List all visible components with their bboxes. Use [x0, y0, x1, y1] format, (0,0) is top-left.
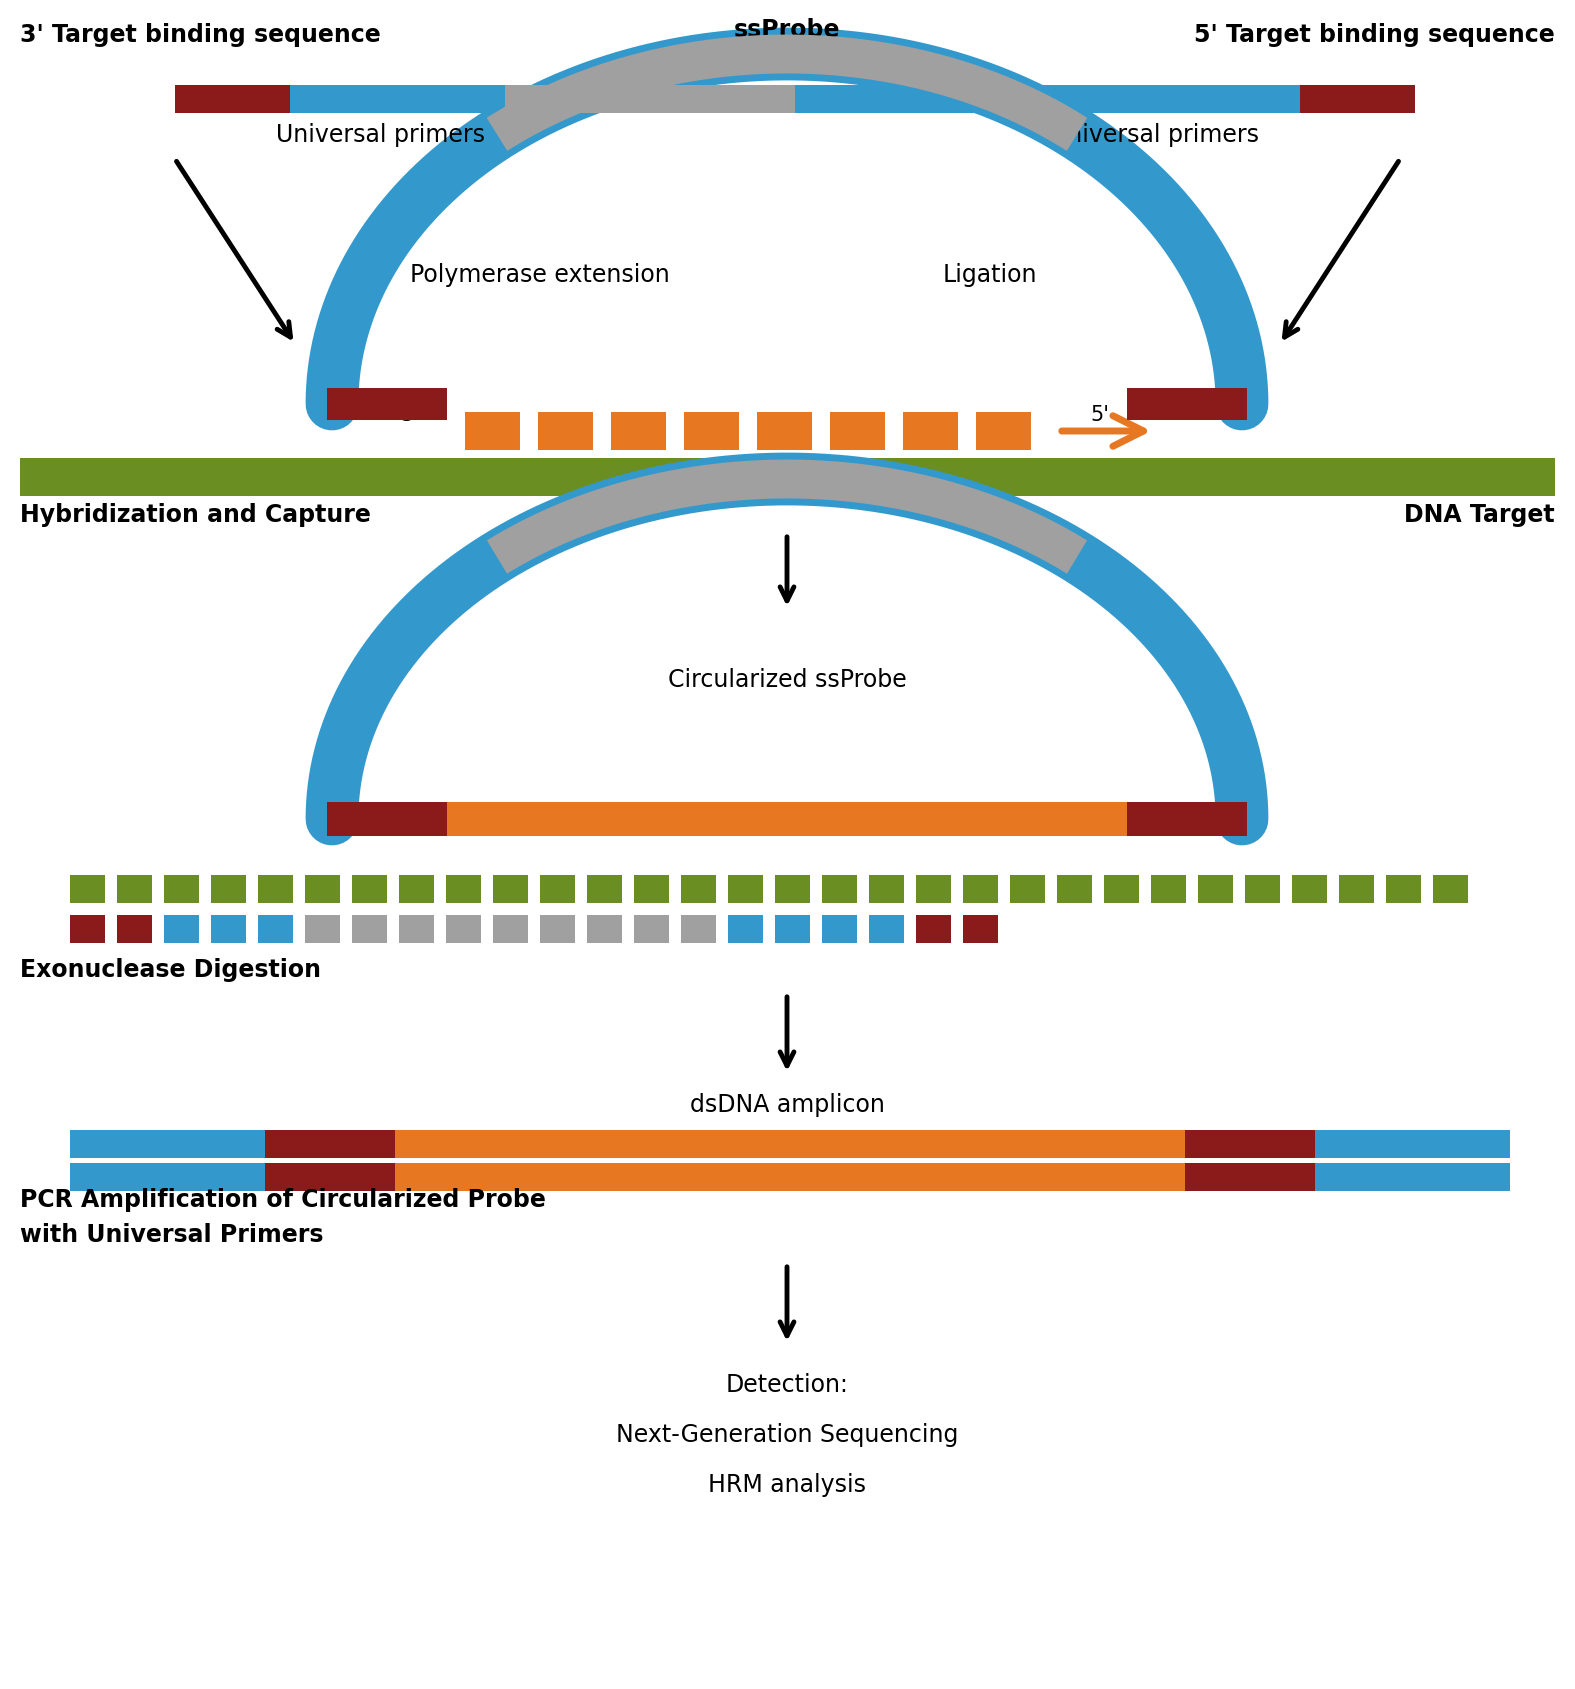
Bar: [506, 86, 795, 113]
Bar: [1128, 802, 1247, 836]
Bar: [962, 875, 999, 904]
Bar: [680, 875, 717, 904]
Bar: [493, 915, 528, 944]
Bar: [351, 875, 387, 904]
Bar: [902, 412, 958, 451]
Text: Universal primers: Universal primers: [276, 123, 485, 147]
Bar: [587, 875, 622, 904]
Text: PCR Amplification of Circularized Probe: PCR Amplification of Circularized Probe: [20, 1187, 547, 1211]
Text: dsDNA amplicon: dsDNA amplicon: [690, 1093, 885, 1116]
Bar: [395, 1130, 1184, 1159]
Bar: [976, 412, 1032, 451]
Text: Hybridization and Capture: Hybridization and Capture: [20, 503, 370, 527]
Bar: [1386, 875, 1421, 904]
Bar: [917, 875, 951, 904]
Bar: [917, 915, 951, 944]
Bar: [611, 412, 666, 451]
Bar: [1151, 875, 1186, 904]
Bar: [164, 915, 198, 944]
Bar: [822, 875, 857, 904]
Bar: [1199, 875, 1233, 904]
Bar: [635, 915, 669, 944]
Text: 5' Target binding sequence: 5' Target binding sequence: [1194, 24, 1555, 47]
Bar: [258, 875, 293, 904]
Bar: [635, 875, 669, 904]
Bar: [465, 412, 520, 451]
Bar: [1057, 875, 1091, 904]
Bar: [175, 86, 290, 113]
Bar: [728, 875, 762, 904]
Bar: [306, 915, 340, 944]
Bar: [398, 875, 435, 904]
Text: Polymerase extension: Polymerase extension: [410, 263, 669, 287]
Bar: [1244, 875, 1280, 904]
Bar: [20, 459, 1555, 497]
Bar: [758, 412, 813, 451]
Bar: [1104, 875, 1139, 904]
Bar: [775, 875, 810, 904]
Bar: [351, 915, 387, 944]
Text: DNA Target: DNA Target: [1405, 503, 1555, 527]
Bar: [306, 875, 340, 904]
Text: Detection:: Detection:: [726, 1371, 849, 1397]
Bar: [1128, 388, 1247, 421]
Bar: [265, 1164, 395, 1191]
Bar: [69, 915, 106, 944]
Bar: [1433, 875, 1468, 904]
Text: ssProbe: ssProbe: [734, 19, 839, 42]
Bar: [822, 915, 857, 944]
Bar: [328, 388, 447, 421]
Bar: [164, 875, 198, 904]
Bar: [680, 915, 717, 944]
Text: Universal primers: Universal primers: [1051, 123, 1260, 147]
Bar: [1184, 1130, 1315, 1159]
Bar: [775, 915, 810, 944]
Bar: [869, 875, 904, 904]
Text: 3': 3': [400, 405, 419, 424]
Bar: [395, 1164, 1184, 1191]
Bar: [1184, 1164, 1315, 1191]
Text: with Universal Primers: with Universal Primers: [20, 1223, 323, 1246]
Bar: [1339, 875, 1373, 904]
Bar: [540, 875, 575, 904]
Bar: [447, 802, 1128, 836]
Bar: [830, 412, 885, 451]
Bar: [587, 915, 622, 944]
Bar: [211, 875, 246, 904]
Text: 5': 5': [1090, 405, 1109, 424]
Bar: [398, 915, 435, 944]
Text: Circularized ssProbe: Circularized ssProbe: [668, 667, 906, 691]
Bar: [328, 802, 447, 836]
Text: Ligation: Ligation: [943, 263, 1038, 287]
Bar: [493, 875, 528, 904]
Bar: [540, 915, 575, 944]
Text: Next-Generation Sequencing: Next-Generation Sequencing: [616, 1422, 958, 1446]
Bar: [117, 915, 153, 944]
Bar: [265, 1130, 395, 1159]
Bar: [1010, 875, 1044, 904]
Text: Exonuclease Digestion: Exonuclease Digestion: [20, 958, 321, 981]
Bar: [69, 1164, 265, 1191]
Bar: [795, 86, 1299, 113]
Bar: [1315, 1164, 1510, 1191]
Bar: [258, 915, 293, 944]
Bar: [290, 86, 506, 113]
Bar: [1315, 1130, 1510, 1159]
Bar: [539, 412, 594, 451]
Bar: [446, 915, 480, 944]
Bar: [446, 875, 480, 904]
Text: HRM analysis: HRM analysis: [709, 1473, 866, 1496]
Bar: [869, 915, 904, 944]
Bar: [69, 1130, 265, 1159]
Bar: [1292, 875, 1328, 904]
Bar: [1299, 86, 1414, 113]
Text: 3' Target binding sequence: 3' Target binding sequence: [20, 24, 381, 47]
Bar: [728, 915, 762, 944]
Bar: [962, 915, 999, 944]
Bar: [684, 412, 739, 451]
Bar: [211, 915, 246, 944]
Bar: [117, 875, 153, 904]
Bar: [69, 875, 106, 904]
